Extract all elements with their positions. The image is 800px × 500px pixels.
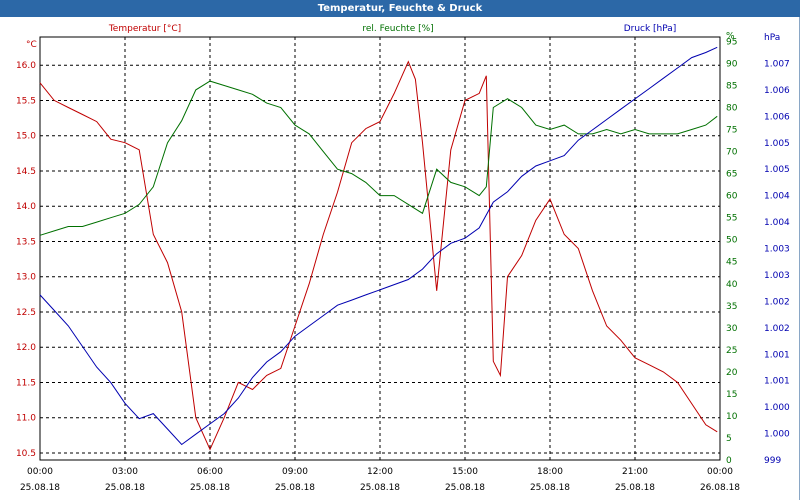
temperature-tick-label: 14.5	[16, 167, 36, 177]
humidity-tick-label: 70	[726, 148, 738, 158]
pressure-tick-label: 1.006	[764, 86, 790, 96]
temperature-unit-label: °C	[26, 40, 37, 50]
humidity-tick-label: 60	[726, 192, 738, 202]
temperature-tick-label: 12.5	[16, 308, 36, 318]
pressure-tick-label: 1.001	[764, 377, 790, 387]
humidity-tick-label: 15	[726, 390, 737, 400]
humidity-tick-label: 55	[726, 214, 737, 224]
x-tick-time: 03:00	[112, 467, 138, 477]
temperature-tick-label: 15.5	[16, 96, 36, 106]
chart-area: 00:00 25.08.18 03:00 25.08.18 06:00 25.08.18 0…	[16, 24, 790, 493]
humidity-tick-label: %	[726, 32, 735, 42]
humidity-tick-label: 90	[726, 59, 738, 69]
x-tick-date: 25.08.18	[275, 483, 315, 493]
x-tick-time: 06:00	[197, 467, 223, 477]
pressure-tick-label: 1.003	[764, 271, 790, 281]
x-tick-time: 21:00	[622, 467, 648, 477]
pressure-tick-label: 1.006	[764, 112, 790, 122]
temperature-tick-label: 16.0	[16, 61, 36, 71]
pressure-tick-label: 1.000	[764, 403, 790, 413]
humidity-tick-label: 0	[726, 456, 732, 466]
x-tick-date: 25.08.18	[530, 483, 570, 493]
humidity-tick-label: 95	[726, 37, 737, 47]
x-tick-time: 09:00	[282, 467, 308, 477]
x-tick-time: 12:00	[367, 467, 393, 477]
temperature-tick-label: 12.0	[16, 343, 36, 353]
humidity-series-line	[39, 80, 718, 236]
humidity-tick-label: 85	[726, 81, 737, 91]
temperature-tick-label: 15.0	[16, 132, 36, 142]
axes-layer: 00:00 25.08.18 03:00 25.08.18 06:00 25.08.18 0…	[16, 24, 790, 493]
grid	[40, 37, 720, 460]
x-tick-date: 25.08.18	[445, 483, 485, 493]
series-layer	[39, 46, 718, 451]
humidity-tick-label: 45	[726, 258, 737, 268]
x-tick-time: 00:00	[707, 467, 733, 477]
x-tick-date: 25.08.18	[105, 483, 145, 493]
pressure-tick-label: 1.005	[764, 165, 790, 175]
humidity-tick-label: 65	[726, 170, 737, 180]
plot-frame	[39, 36, 721, 461]
pressure-tick-label: hPa	[764, 33, 780, 43]
humidity-tick-label: 30	[726, 324, 738, 334]
x-tick-date: 25.08.18	[20, 483, 60, 493]
temperature-tick-label: 11.0	[16, 414, 36, 424]
pressure-tick-label: 1.002	[764, 297, 790, 307]
x-tick-date: 25.08.18	[615, 483, 655, 493]
pressure-tick-label: 1.004	[764, 218, 790, 228]
humidity-tick-label: 50	[726, 236, 738, 246]
x-tick-time: 15:00	[452, 467, 478, 477]
humidity-tick-label: 35	[726, 302, 737, 312]
pressure-tick-label: 999	[764, 456, 781, 466]
humidity-tick-label: 40	[726, 280, 738, 290]
temperature-tick-label: 14.0	[16, 202, 36, 212]
humidity-axis-title: rel. Feuchte [%]	[362, 24, 433, 34]
humidity-tick-label: 5	[726, 434, 732, 444]
pressure-tick-label: 1.002	[764, 324, 790, 334]
pressure-tick-label: 1.004	[764, 192, 790, 202]
humidity-tick-label: 80	[726, 104, 738, 114]
pressure-tick-label: 1.001	[764, 350, 790, 360]
x-tick-date: 26.08.18	[700, 483, 740, 493]
x-tick-time: 18:00	[537, 467, 563, 477]
humidity-tick-label: 75	[726, 126, 737, 136]
temperature-series-line	[39, 60, 718, 451]
temperature-tick-label: 13.5	[16, 237, 36, 247]
pressure-axis-title: Druck [hPa]	[624, 24, 677, 34]
window-title: Temperatur, Feuchte & Druck	[0, 0, 800, 17]
x-tick-time: 00:00	[27, 467, 53, 477]
humidity-tick-label: 20	[726, 368, 738, 378]
temperature-tick-label: 13.0	[16, 273, 36, 283]
pressure-tick-label: 1.005	[764, 139, 790, 149]
pressure-tick-label: 1.007	[764, 59, 790, 69]
temperature-axis-title: Temperatur [°C]	[108, 24, 181, 34]
x-tick-date: 25.08.18	[360, 483, 400, 493]
temperature-tick-label: 11.5	[16, 378, 36, 388]
humidity-tick-label: 25	[726, 346, 737, 356]
pressure-tick-label: 1.003	[764, 245, 790, 255]
humidity-tick-label: 10	[726, 412, 738, 422]
pressure-series-line	[39, 46, 718, 446]
temperature-tick-label: 10.5	[16, 449, 36, 459]
x-tick-date: 25.08.18	[190, 483, 230, 493]
pressure-tick-label: 1.000	[764, 430, 790, 440]
